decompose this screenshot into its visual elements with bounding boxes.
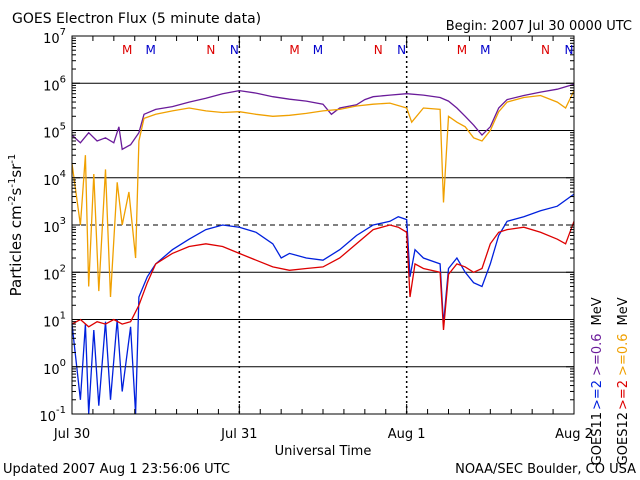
y-tick-label: 10-1 — [39, 405, 66, 425]
legend-unit-1: MeV — [590, 297, 605, 325]
y-axis-title-sup3: -1 — [7, 154, 18, 164]
marker-10: N — [541, 43, 550, 57]
series-layer — [71, 83, 575, 415]
legend-goes11-low: >=2 — [590, 380, 605, 410]
y-tick-label-exp: -1 — [56, 405, 66, 416]
y-axis-title-mid1: s — [7, 187, 25, 195]
y-tick-label-exp: 6 — [60, 74, 66, 85]
y-tick-label: 105 — [43, 122, 66, 142]
series-line-0 — [71, 83, 575, 151]
y-axis-title-sup1: -2 — [7, 195, 18, 205]
y-tick-label: 100 — [43, 358, 66, 378]
updated-timestamp: Updated 2007 Aug 1 23:56:06 UTC — [3, 462, 230, 477]
y-tick-label-base: 10 — [43, 127, 60, 142]
legend-goes12-low: >=2 — [616, 380, 631, 410]
y-tick-label-base: 10 — [39, 410, 56, 425]
marker-2: N — [206, 43, 215, 57]
x-tick-label: Aug 1 — [388, 427, 426, 442]
series-line-2 — [71, 193, 575, 415]
y-axis-title-mid2: sr — [7, 163, 25, 178]
legend-goes12-label: GOES12 — [616, 412, 631, 465]
marker-8: M — [457, 43, 467, 57]
y-tick-label-exp: 0 — [60, 358, 66, 369]
marker-0: M — [122, 43, 132, 57]
y-tick-label: 104 — [43, 169, 66, 189]
y-tick-label: 103 — [43, 216, 66, 236]
marker-6: N — [374, 43, 383, 57]
y-tick-label-base: 10 — [43, 363, 60, 378]
y-tick-label-base: 10 — [43, 174, 60, 189]
y-axis-title-base: Particles cm — [7, 205, 25, 296]
begin-time: Begin: 2007 Jul 30 0000 UTC — [446, 19, 632, 34]
credit-text: NOAA/SEC Boulder, CO USA — [455, 462, 636, 477]
y-tick-label-base: 10 — [43, 221, 60, 236]
y-tick-label-exp: 3 — [60, 216, 66, 227]
legend-goes12-channels: >=2 >=0.6 MeV — [616, 297, 631, 410]
legend-goes11-label: GOES11 — [590, 412, 605, 465]
x-tick-labels: Jul 30 Jul 31 Aug 1 Aug 2 — [53, 427, 593, 442]
grid-lines — [72, 36, 574, 414]
axis-ticks — [71, 36, 575, 415]
x-tick-label: Aug 2 — [555, 427, 593, 442]
y-tick-label-exp: 1 — [60, 311, 66, 322]
x-tick-label: Jul 31 — [220, 427, 257, 442]
marker-1: M — [145, 43, 155, 57]
y-tick-label-base: 10 — [43, 268, 60, 283]
y-tick-label-exp: 7 — [60, 27, 66, 38]
marker-11: N — [564, 43, 573, 57]
y-tick-label-exp: 2 — [60, 263, 66, 274]
marker-9: M — [480, 43, 490, 57]
series-line-1 — [71, 90, 575, 298]
x-tick-label: Jul 30 — [53, 427, 90, 442]
y-tick-label: 107 — [43, 27, 66, 47]
chart-title: GOES Electron Flux (5 minute data) — [12, 11, 261, 27]
legend-unit-2: MeV — [616, 297, 631, 325]
y-tick-label-base: 10 — [43, 79, 60, 94]
legend-goes12-high: >=0.6 — [616, 333, 631, 375]
y-tick-label-base: 10 — [43, 316, 60, 331]
x-axis-title: Universal Time — [275, 444, 372, 459]
y-tick-label-exp: 4 — [60, 169, 66, 180]
legend-goes11-high: >=0.6 — [590, 333, 605, 375]
marker-4: M — [289, 43, 299, 57]
y-tick-label-base: 10 — [43, 32, 60, 47]
y-tick-label: 106 — [43, 74, 66, 94]
y-tick-label-exp: 5 — [60, 122, 66, 133]
y-axis-title-sup2: -1 — [7, 178, 18, 188]
y-tick-label: 101 — [43, 311, 66, 331]
y-tick-label: 102 — [43, 263, 66, 283]
marker-7: N — [397, 43, 406, 57]
marker-5: M — [313, 43, 323, 57]
marker-3: N — [230, 43, 239, 57]
y-axis-title: Particles cm-2s-1sr-1 — [7, 154, 25, 297]
legend-goes11-channels: >=2 >=0.6 MeV — [590, 297, 605, 410]
series-line-3 — [71, 221, 575, 331]
